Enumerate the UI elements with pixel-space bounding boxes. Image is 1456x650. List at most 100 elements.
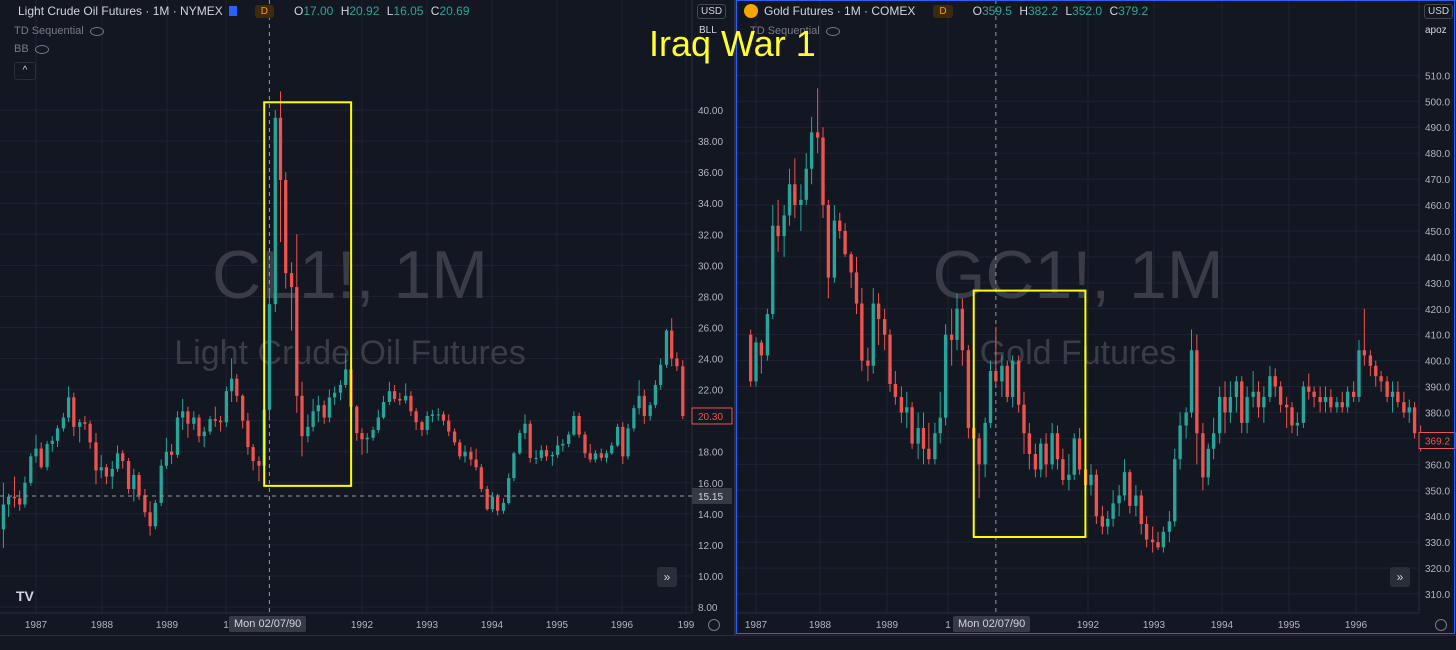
- indicator-td-sequential[interactable]: TD Sequential: [14, 25, 104, 37]
- candle-body: [208, 419, 212, 432]
- candle-body: [871, 303, 875, 366]
- settings-gear-icon[interactable]: [1435, 619, 1447, 631]
- candle-body: [938, 417, 942, 434]
- candle-body: [561, 443, 565, 446]
- gold-chart-pane[interactable]: 310.0320.0330.0340.0350.0360.0370.0380.0…: [736, 0, 1456, 635]
- candle-body: [854, 272, 859, 304]
- crude-oil-title[interactable]: Light Crude Oil Futures · 1M · NYMEX: [18, 4, 223, 18]
- candle-body: [604, 453, 609, 458]
- ohlc-high: 20.92: [349, 4, 380, 18]
- iraq-war-annotation[interactable]: Iraq War 1: [649, 23, 816, 64]
- candle-body: [748, 334, 753, 382]
- collapse-legend-button[interactable]: ^: [14, 62, 36, 80]
- gold-title[interactable]: Gold Futures · 1M · COMEX: [764, 4, 916, 18]
- candle-body: [544, 450, 549, 457]
- candle-body: [1228, 396, 1233, 413]
- hide-eye-icon[interactable]: [34, 44, 49, 54]
- candle-body: [414, 411, 418, 423]
- candle-body: [83, 422, 87, 424]
- tradingview-logo-icon[interactable]: TV: [16, 588, 34, 604]
- interval-badge[interactable]: D: [254, 4, 274, 18]
- candle-body: [1396, 391, 1400, 403]
- y-tick-label: 490.0: [1425, 123, 1450, 134]
- candle-body: [860, 303, 864, 361]
- candle-body: [365, 437, 369, 440]
- candle-body: [267, 304, 272, 410]
- scroll-to-realtime-button[interactable]: »: [657, 567, 677, 587]
- candle-body: [115, 453, 120, 469]
- candle-body: [181, 411, 185, 418]
- candle-body: [1117, 495, 1121, 504]
- candle-body: [398, 398, 402, 401]
- currency-selector[interactable]: USD: [1424, 4, 1454, 19]
- interval-badge[interactable]: D: [933, 4, 953, 18]
- candle-body: [1240, 381, 1244, 423]
- x-tick-label: 1996: [611, 620, 634, 631]
- candle-body: [469, 451, 473, 460]
- crude-oil-chart-pane[interactable]: 8.0010.0012.0014.0016.0018.0020.0022.002…: [0, 0, 734, 635]
- x-tick-label: 1994: [481, 620, 504, 631]
- candle-body: [1301, 386, 1306, 423]
- candle-body: [273, 117, 277, 305]
- candle-body: [642, 395, 646, 416]
- y-tick-label: 36.00: [698, 168, 723, 179]
- ohlc-close: 20.69: [439, 4, 470, 18]
- candle-body: [1374, 365, 1378, 377]
- currency-selector[interactable]: USD: [697, 4, 727, 19]
- candle-body: [175, 417, 180, 455]
- unit-selector[interactable]: apoz: [1425, 25, 1447, 36]
- candle-body: [512, 453, 516, 479]
- candle-body: [1067, 474, 1071, 480]
- candle-body: [632, 408, 636, 429]
- ohlc-open: 359.5: [981, 4, 1012, 18]
- candle-body: [1323, 396, 1328, 403]
- x-tick-label: 1987: [25, 620, 48, 631]
- candle-body: [832, 220, 837, 278]
- scroll-to-realtime-button[interactable]: »: [1390, 567, 1410, 587]
- crude-oil-chart-canvas[interactable]: 8.0010.0012.0014.0016.0018.0020.0022.002…: [0, 0, 734, 635]
- candle-body: [1385, 381, 1389, 397]
- candle-body: [1262, 396, 1266, 408]
- y-tick-label: 460.0: [1425, 201, 1450, 212]
- candle-body: [458, 442, 462, 457]
- settings-gear-icon[interactable]: [708, 619, 720, 631]
- candle-body: [882, 319, 887, 335]
- indicator-bb[interactable]: BB: [14, 43, 49, 55]
- y-tick-label: 18.00: [698, 448, 723, 459]
- flag-icon[interactable]: [228, 6, 237, 16]
- candle-body: [983, 422, 987, 465]
- candle-body: [1061, 459, 1065, 480]
- pane-divider[interactable]: [734, 0, 736, 635]
- candle-body: [1027, 433, 1032, 454]
- candle-body: [1335, 402, 1339, 408]
- y-tick-label: 360.0: [1425, 460, 1450, 471]
- last-price-box: [1418, 432, 1456, 449]
- candle-body: [577, 415, 581, 435]
- highlight-box: [263, 101, 353, 487]
- candle-body: [1189, 350, 1194, 413]
- crude-oil-legend: Light Crude Oil Futures · 1M · NYMEX D O…: [18, 4, 474, 18]
- hide-eye-icon[interactable]: [825, 26, 840, 36]
- y-tick-label: 380.0: [1425, 408, 1450, 419]
- candle-body: [1390, 391, 1395, 397]
- y-tick-label: 40.00: [698, 106, 723, 117]
- ohlc-low: 352.0: [1072, 4, 1103, 18]
- candle-body: [257, 461, 261, 466]
- candle-body: [1156, 542, 1160, 548]
- candle-body: [409, 395, 413, 412]
- y-tick-label: 28.00: [698, 292, 723, 303]
- candle-body: [78, 422, 82, 427]
- candle-body: [1134, 495, 1138, 506]
- candle-body: [771, 225, 775, 314]
- hide-eye-icon[interactable]: [89, 26, 104, 36]
- candle-body: [1295, 422, 1300, 426]
- indicator-td-sequential[interactable]: TD Sequential: [750, 25, 840, 37]
- gold-chart-canvas[interactable]: 310.0320.0330.0340.0350.0360.0370.0380.0…: [736, 0, 1456, 635]
- candle-body: [34, 448, 38, 457]
- candle-body: [843, 230, 847, 255]
- candle-body: [905, 407, 909, 413]
- unit-selector[interactable]: BLL: [699, 25, 717, 36]
- x-tick-label: 1993: [1143, 620, 1166, 631]
- candle-body: [289, 273, 294, 288]
- candle-body: [1251, 391, 1255, 397]
